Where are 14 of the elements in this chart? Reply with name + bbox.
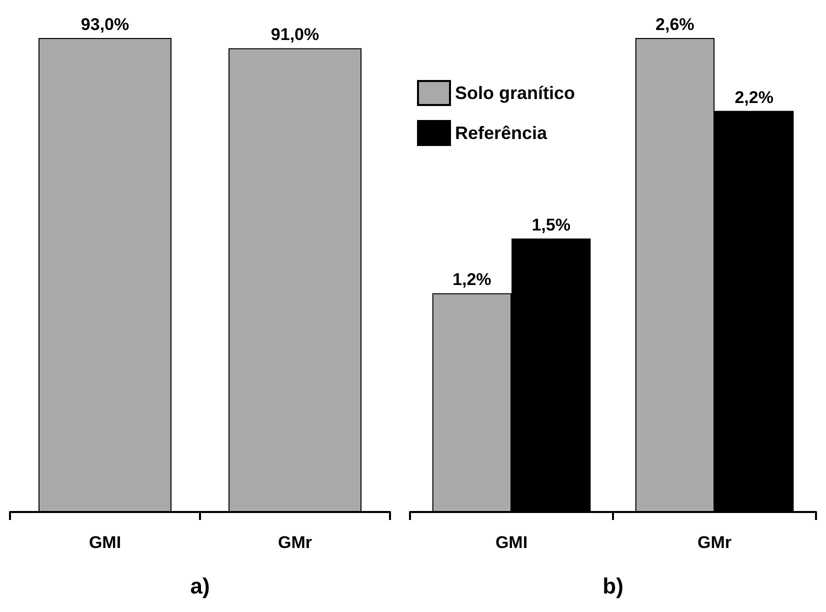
data-label: 2,2% [734, 88, 774, 107]
legend-label: Solo granítico [455, 83, 576, 103]
x-tick-label: GMI [495, 533, 528, 552]
data-label: 2,6% [656, 15, 694, 34]
legend-label: Referência [455, 123, 548, 143]
x-tick-label: GMI [88, 533, 122, 552]
x-tick-label: GMr [278, 533, 312, 552]
data-label: 91,0% [270, 25, 320, 44]
data-label: 1,2% [452, 270, 492, 290]
text: b) [602, 574, 624, 598]
x-tick-label: GMr [698, 533, 732, 552]
text: a) [190, 574, 210, 598]
data-label: 1,5% [532, 216, 570, 235]
data-label: 93,0% [80, 15, 130, 34]
